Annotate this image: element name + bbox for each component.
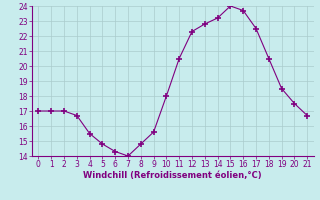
X-axis label: Windchill (Refroidissement éolien,°C): Windchill (Refroidissement éolien,°C) <box>84 171 262 180</box>
